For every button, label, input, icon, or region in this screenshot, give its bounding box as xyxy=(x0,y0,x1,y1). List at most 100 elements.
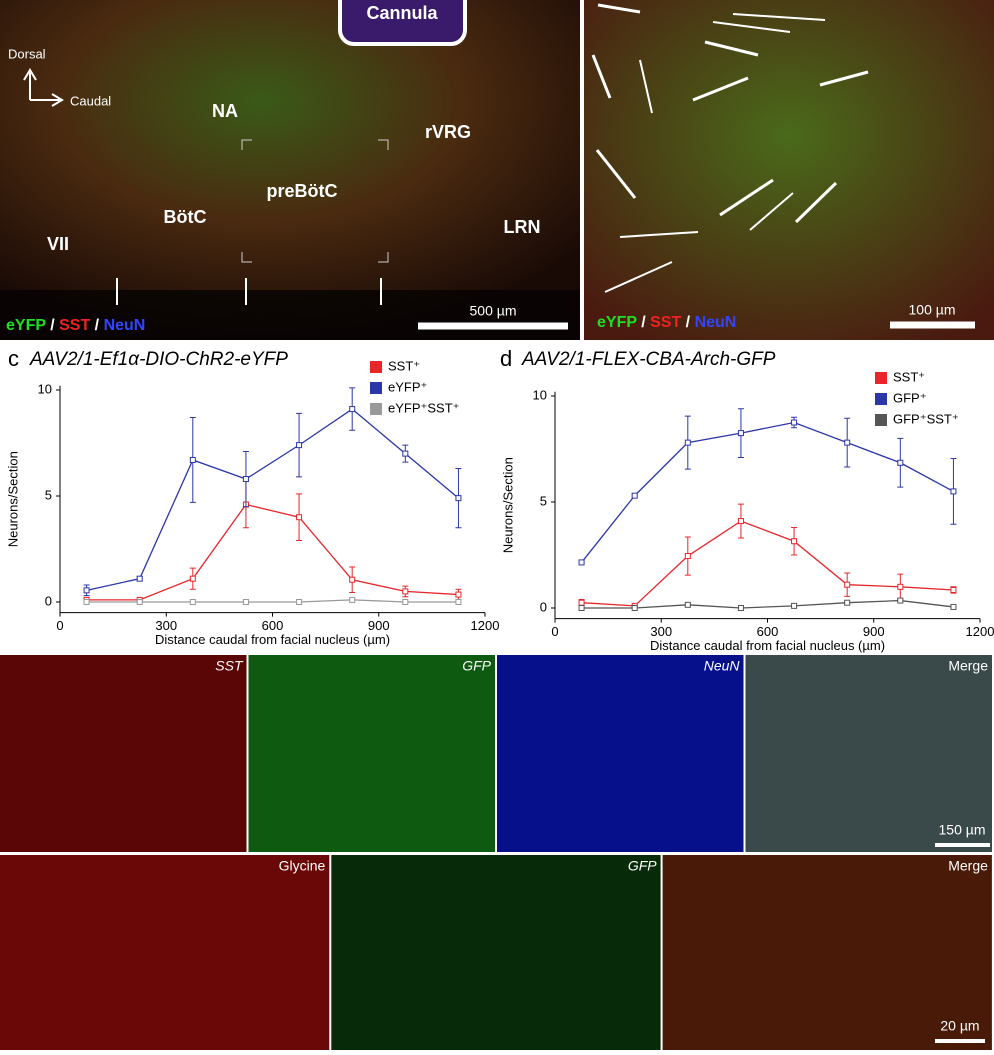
y-axis-label: Neurons/Section xyxy=(5,451,20,547)
data-point xyxy=(349,576,356,583)
data-point xyxy=(950,488,957,495)
channel-label: Merge xyxy=(948,658,988,674)
scale-label: 500 µm xyxy=(470,303,517,319)
data-point xyxy=(791,419,798,426)
data-point xyxy=(136,599,143,605)
arrows xyxy=(591,3,869,224)
data-point xyxy=(897,597,904,604)
legend-label: eYFP⁺SST⁺ xyxy=(388,400,460,415)
legend-label: GFP⁺SST⁺ xyxy=(893,411,959,426)
region-label: preBötC xyxy=(267,181,338,201)
legend-swatch xyxy=(875,393,887,405)
data-point xyxy=(296,514,303,521)
stain-name: / xyxy=(50,317,55,334)
legend-label: eYFP⁺ xyxy=(388,379,427,394)
data-point xyxy=(791,602,798,609)
channel-label: SST xyxy=(215,658,244,674)
y-tick-label: 5 xyxy=(45,487,52,502)
data-point xyxy=(684,553,691,560)
x-tick-label: 0 xyxy=(551,624,558,639)
data-point xyxy=(296,442,303,449)
micrograph xyxy=(0,855,330,1050)
legend-label: GFP⁺ xyxy=(893,390,927,405)
stain-name: / xyxy=(95,317,100,334)
data-point xyxy=(950,603,957,610)
panel-letter: c xyxy=(8,346,19,371)
data-point xyxy=(844,599,851,606)
micrograph xyxy=(0,0,580,340)
channel-label: GFP xyxy=(462,658,491,674)
x-tick-label: 900 xyxy=(863,624,885,639)
panel-letter: d xyxy=(500,346,512,371)
region-label: NA xyxy=(212,101,238,121)
x-tick-label: 0 xyxy=(56,618,63,633)
cannula-outline xyxy=(338,0,467,46)
stain-name: NeuN xyxy=(104,317,146,334)
x-tick-label: 900 xyxy=(368,618,390,633)
legend-swatch xyxy=(875,372,887,384)
legend-label: SST⁺ xyxy=(388,358,420,373)
y-tick-label: 10 xyxy=(38,381,52,396)
orientation-arrows xyxy=(23,68,64,107)
legend-swatch xyxy=(370,361,382,373)
y-axis-label: Neurons/Section xyxy=(500,457,515,553)
legend-swatch xyxy=(370,382,382,394)
x-tick-label: 1200 xyxy=(966,624,994,639)
data-point xyxy=(844,439,851,446)
stain-name: / xyxy=(641,314,646,331)
data-point xyxy=(296,599,303,605)
data-point xyxy=(844,581,851,588)
data-point xyxy=(189,599,196,605)
direction-label: Caudal xyxy=(70,93,111,108)
data-point xyxy=(402,450,409,457)
region-label: rVRG xyxy=(425,122,471,142)
stain-name: / xyxy=(686,314,691,331)
data-point xyxy=(349,596,356,603)
x-axis-label: Distance caudal from facial nucleus (µm) xyxy=(155,632,390,647)
data-point xyxy=(737,430,744,437)
channel-label: Glycine xyxy=(279,858,326,874)
data-point xyxy=(455,495,462,502)
data-point xyxy=(242,599,249,605)
channel-label: GFP xyxy=(628,858,657,874)
direction-label: Dorsal xyxy=(8,46,46,61)
data-point xyxy=(684,439,691,446)
data-point xyxy=(684,601,691,608)
scale-label: 100 µm xyxy=(909,302,956,318)
y-tick-label: 0 xyxy=(45,593,52,608)
scale-label: 150 µm xyxy=(939,822,986,838)
data-point xyxy=(578,599,585,606)
data-point xyxy=(402,588,409,595)
region-label: VII xyxy=(47,234,69,254)
data-point xyxy=(242,476,249,483)
section-ticks xyxy=(116,278,382,305)
x-tick-label: 300 xyxy=(650,624,672,639)
series-line xyxy=(581,599,954,609)
stain-name: eYFP xyxy=(597,314,637,331)
chart-title: AAV2/1-Ef1α-DIO-ChR2-eYFP xyxy=(29,349,288,370)
series-line xyxy=(86,408,459,591)
data-point xyxy=(189,575,196,582)
data-point xyxy=(578,559,585,566)
legend-swatch xyxy=(370,403,382,415)
data-point xyxy=(83,587,90,594)
region-label: LRN xyxy=(504,217,541,237)
x-tick-label: 600 xyxy=(262,618,284,633)
channel-label: Merge xyxy=(948,858,988,874)
region-label: Cannula xyxy=(366,3,438,23)
series-line xyxy=(86,599,459,603)
open-arrows xyxy=(604,13,826,293)
channel-label: NeuN xyxy=(704,658,741,674)
micrograph xyxy=(0,655,247,852)
series-line xyxy=(86,503,459,601)
data-point xyxy=(897,583,904,590)
y-tick-label: 0 xyxy=(540,599,547,614)
data-point xyxy=(578,605,585,611)
data-point xyxy=(737,518,744,525)
data-point xyxy=(791,538,798,545)
y-tick-label: 5 xyxy=(540,493,547,508)
micrograph xyxy=(497,655,744,852)
micrograph xyxy=(745,655,992,852)
stain-legend: eYFP / SST / NeuN xyxy=(6,317,145,334)
